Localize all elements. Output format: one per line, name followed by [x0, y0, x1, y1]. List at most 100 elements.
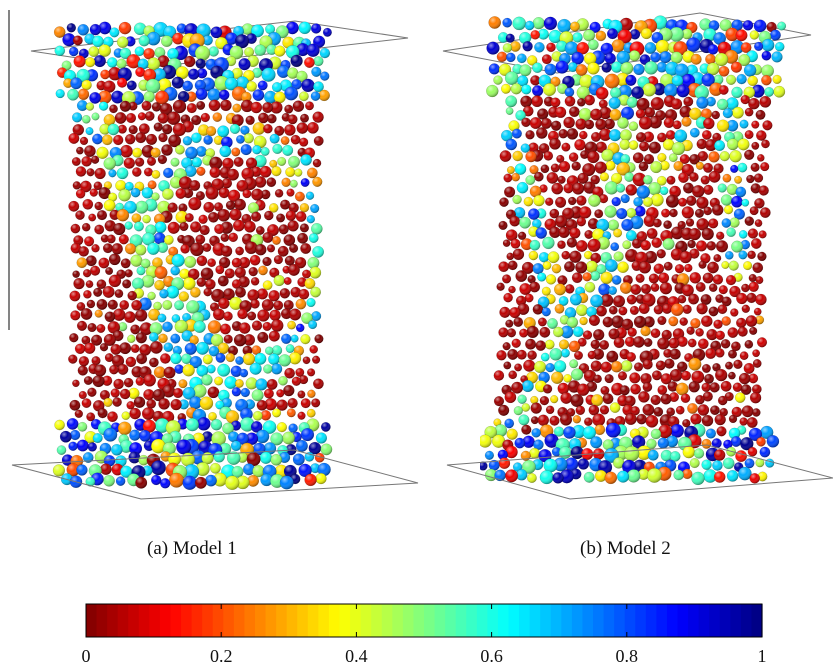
particle-shading: [120, 388, 131, 400]
particle-shading: [488, 16, 501, 29]
particle-shading: [128, 387, 140, 399]
particle-shading: [272, 82, 282, 93]
particle-shading: [683, 182, 694, 194]
particle-shading: [621, 360, 633, 372]
particle-shading: [260, 410, 271, 421]
colorbar-band: [181, 604, 193, 637]
particle-shading: [91, 155, 100, 164]
particle-shading: [214, 376, 223, 386]
particle-shading: [263, 364, 273, 374]
particle-shading: [724, 392, 734, 401]
particle-shading: [593, 374, 602, 383]
particle-shading: [302, 356, 311, 364]
particle-shading: [674, 129, 687, 143]
particle-shading: [501, 84, 511, 94]
particle-shading: [251, 24, 264, 38]
particle-shading: [729, 150, 742, 163]
particle-shading: [626, 230, 637, 241]
particle-shading: [674, 63, 689, 78]
particle-shading: [519, 64, 532, 77]
colorbar-band: [413, 604, 425, 637]
particle-shading: [85, 280, 94, 288]
colorbar-band: [96, 604, 108, 637]
particle-shading: [587, 350, 597, 360]
particle-shading: [108, 192, 117, 202]
particle-shading: [319, 48, 330, 59]
particle-shading: [151, 102, 162, 112]
particle-shading: [128, 451, 141, 464]
particle-shading: [753, 359, 762, 368]
colorbar-tick-label: 1: [758, 646, 767, 666]
particle-shading: [617, 261, 629, 273]
particle-shading: [251, 211, 261, 222]
particle-shading: [725, 251, 734, 260]
particle-shading: [310, 204, 320, 213]
particle-shading: [279, 452, 290, 463]
particle-shading: [523, 359, 536, 372]
particle-shading: [549, 226, 561, 238]
particle-shading: [228, 232, 238, 242]
particle-shading: [531, 428, 541, 438]
particle-shading: [677, 221, 686, 229]
particle-shading: [541, 352, 550, 362]
particle-shading: [728, 349, 737, 359]
particle-shading: [300, 154, 312, 166]
particle-shading: [701, 382, 711, 392]
particle-shading: [171, 314, 180, 323]
particle-shading: [688, 293, 699, 305]
particle-shading: [152, 389, 165, 402]
particle-shading: [508, 120, 520, 132]
particle-shading: [505, 445, 518, 459]
particle-shading: [539, 470, 554, 485]
particle-shading: [214, 135, 223, 145]
particle-shading: [268, 330, 280, 342]
particle-shading: [650, 428, 662, 440]
particle-shading: [142, 215, 151, 224]
particle-shading: [182, 387, 196, 400]
particle-shading: [66, 418, 79, 430]
particle-shading: [299, 203, 309, 213]
particle-shading: [272, 236, 281, 245]
particle-shading: [311, 66, 322, 77]
particle-shading: [189, 356, 202, 369]
particle-shading: [132, 147, 142, 158]
particle-shading: [639, 141, 649, 152]
particle-shading: [695, 395, 705, 405]
particle-shading: [225, 32, 238, 45]
particle-shading: [513, 317, 523, 327]
particle-shading: [749, 327, 758, 335]
particle-shading: [599, 194, 608, 204]
particle-shading: [730, 308, 739, 317]
particle-shading: [721, 316, 731, 326]
particle-shading: [295, 211, 307, 222]
particle-shading: [141, 101, 152, 111]
particle-shading: [504, 186, 515, 198]
particle-shading: [740, 95, 750, 105]
particle-shading: [737, 138, 750, 151]
particle-shading: [215, 353, 226, 363]
particle-shading: [660, 186, 669, 195]
particle-shading: [591, 132, 601, 142]
particle-shading: [633, 152, 644, 164]
particle-shading: [604, 471, 617, 484]
particle-shading: [246, 157, 257, 169]
particle-shading: [657, 316, 667, 325]
colorbar-band: [571, 604, 584, 637]
colorbar-band: [286, 604, 298, 637]
particle-shading: [590, 108, 602, 121]
colorbar-band: [635, 604, 647, 637]
particle-shading: [696, 196, 709, 209]
particle-shading: [708, 306, 719, 317]
particle-shading: [119, 47, 131, 59]
particle-shading: [231, 440, 242, 451]
particle-shading: [81, 398, 92, 408]
colorbar-band: [445, 604, 457, 637]
particle-shading: [174, 300, 184, 311]
particle-shading: [539, 143, 550, 154]
particle-shading: [128, 101, 138, 111]
particle-shading: [78, 391, 87, 399]
particle-shading: [287, 67, 299, 79]
particle-shading: [550, 76, 561, 87]
particle-shading: [706, 241, 716, 251]
